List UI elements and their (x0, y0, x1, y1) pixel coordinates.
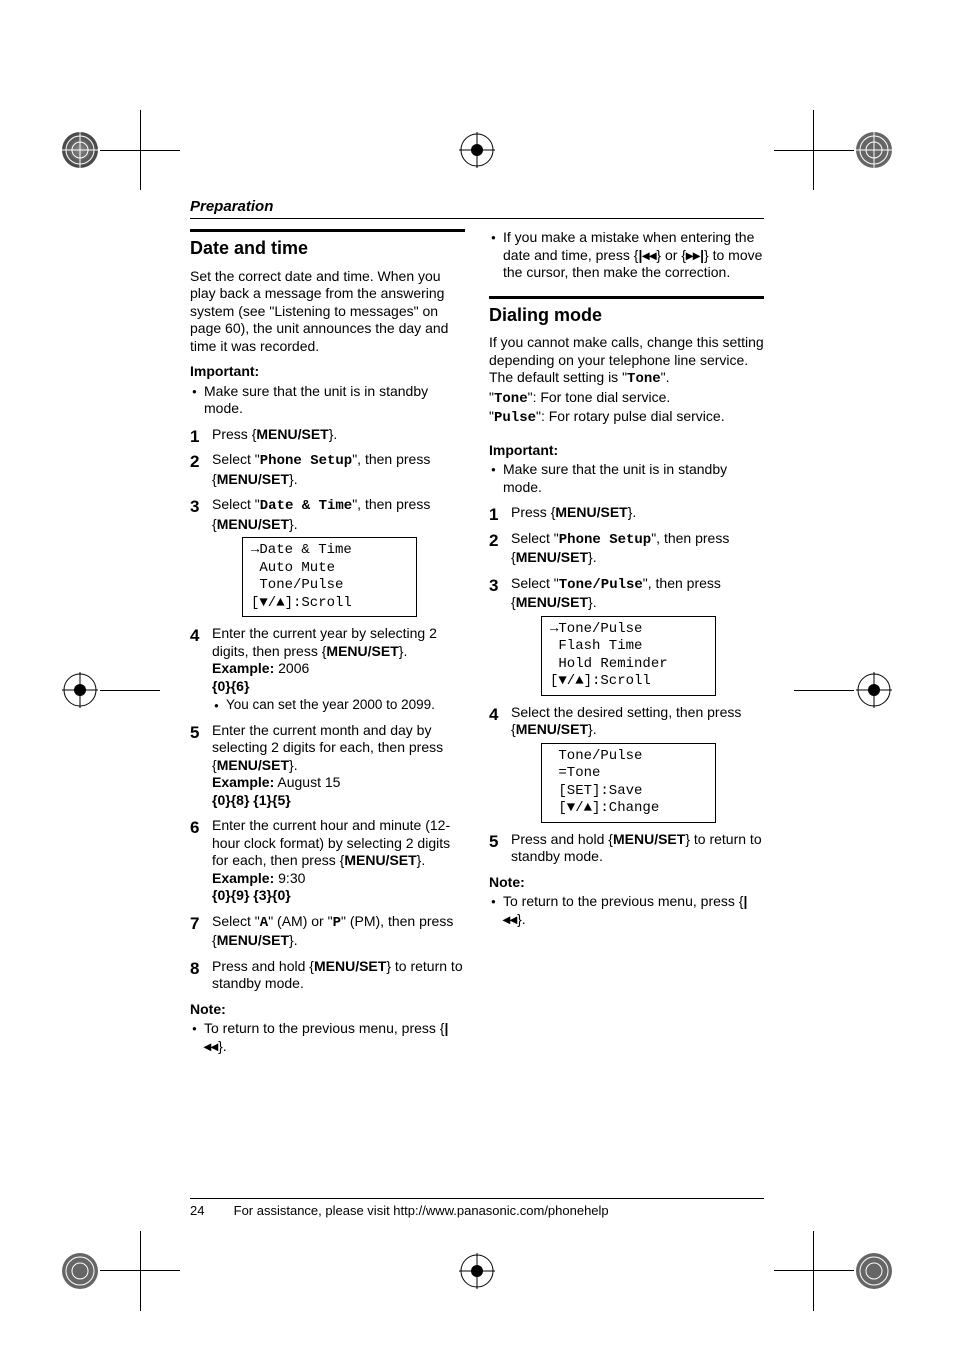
important-label: Important: (190, 363, 465, 381)
step-number: 4 (190, 625, 199, 646)
step-item: 3Select "Tone/Pulse", then press {MENU/S… (489, 575, 764, 696)
intro-line: "Tone": For tone dial service. (489, 389, 764, 409)
sub-bullet: You can set the year 2000 to 2099. (212, 697, 465, 714)
step-item: 2Select "Phone Setup", then press {MENU/… (190, 451, 465, 488)
bullet-item: To return to the previous menu, press {|… (190, 1020, 465, 1055)
intro-line: If you cannot make calls, change this se… (489, 334, 764, 389)
date-time-steps: 1Press {MENU/SET}. 2Select "Phone Setup",… (190, 426, 465, 993)
dialing-mode-steps: 1Press {MENU/SET}. 2Select "Phone Setup",… (489, 504, 764, 866)
note-list: To return to the previous menu, press {|… (489, 893, 764, 928)
bullet-item: If you make a mistake when entering the … (489, 229, 764, 282)
crop-mark-icon (60, 1251, 100, 1291)
step-number: 3 (489, 575, 498, 596)
step-item: 1Press {MENU/SET}. (489, 504, 764, 522)
step-item: 1Press {MENU/SET}. (190, 426, 465, 444)
lcd-screen: →Date & Time Auto Mute Tone/Pulse[▼/▲]:S… (242, 537, 417, 617)
note-label: Note: (190, 1001, 465, 1019)
left-column: Date and time Set the correct date and t… (190, 229, 465, 1063)
lcd-screen: Tone/Pulse =Tone [SET]:Save [▼/▲]:Change (541, 743, 716, 823)
step-item: 8Press and hold {MENU/SET} to return to … (190, 958, 465, 993)
footer-text: For assistance, please visit http://www.… (234, 1203, 609, 1218)
step-number: 5 (190, 722, 199, 743)
page-footer: 24 For assistance, please visit http://w… (190, 1198, 764, 1218)
right-column: If you make a mistake when entering the … (489, 229, 764, 1063)
crop-mark-icon (854, 670, 894, 710)
step-number: 7 (190, 913, 199, 934)
page-number: 24 (190, 1203, 230, 1218)
step-number: 8 (190, 958, 199, 979)
step-number: 2 (489, 530, 498, 551)
step-item: 2Select "Phone Setup", then press {MENU/… (489, 530, 764, 567)
step-item: 7Select "A" (AM) or "P" (PM), then press… (190, 913, 465, 950)
important-list: Make sure that the unit is in standby mo… (190, 383, 465, 418)
note-list: To return to the previous menu, press {|… (190, 1020, 465, 1055)
important-label: Important: (489, 442, 764, 460)
bullet-item: To return to the previous menu, press {|… (489, 893, 764, 928)
note-label: Note: (489, 874, 764, 892)
crop-mark-icon (457, 130, 497, 170)
section-header: Preparation (190, 198, 764, 219)
step-item: 4Select the desired setting, then press … (489, 704, 764, 823)
intro-line: "Pulse": For rotary pulse dial service. (489, 408, 764, 428)
step-number: 3 (190, 496, 199, 517)
step-number: 6 (190, 817, 199, 838)
step-item: 5Press and hold {MENU/SET} to return to … (489, 831, 764, 866)
crop-mark-icon (457, 1251, 497, 1291)
bullet-item: Make sure that the unit is in standby mo… (190, 383, 465, 418)
crop-mark-icon (60, 130, 100, 170)
page-body: Preparation Date and time Set the correc… (190, 198, 764, 1218)
step-item: 3Select "Date & Time", then press {MENU/… (190, 496, 465, 617)
crop-mark-icon (854, 130, 894, 170)
dialing-mode-intro: If you cannot make calls, change this se… (489, 334, 764, 428)
step-number: 4 (489, 704, 498, 725)
date-time-intro: Set the correct date and time. When you … (190, 268, 465, 356)
step-item: 4Enter the current year by selecting 2 d… (190, 625, 465, 714)
step-item: 6Enter the current hour and minute (12-h… (190, 817, 465, 905)
mistake-note: If you make a mistake when entering the … (489, 229, 764, 282)
bullet-item: Make sure that the unit is in standby mo… (489, 461, 764, 496)
important-list: Make sure that the unit is in standby mo… (489, 461, 764, 496)
dialing-mode-heading: Dialing mode (489, 304, 764, 327)
step-number: 1 (489, 504, 498, 525)
crop-mark-icon (854, 1251, 894, 1291)
step-item: 5Enter the current month and day by sele… (190, 722, 465, 810)
step-number: 5 (489, 831, 498, 852)
date-time-heading: Date and time (190, 237, 465, 260)
crop-mark-icon (60, 670, 100, 710)
lcd-screen: →Tone/Pulse Flash Time Hold Reminder[▼/▲… (541, 616, 716, 696)
step-number: 2 (190, 451, 199, 472)
step-number: 1 (190, 426, 199, 447)
